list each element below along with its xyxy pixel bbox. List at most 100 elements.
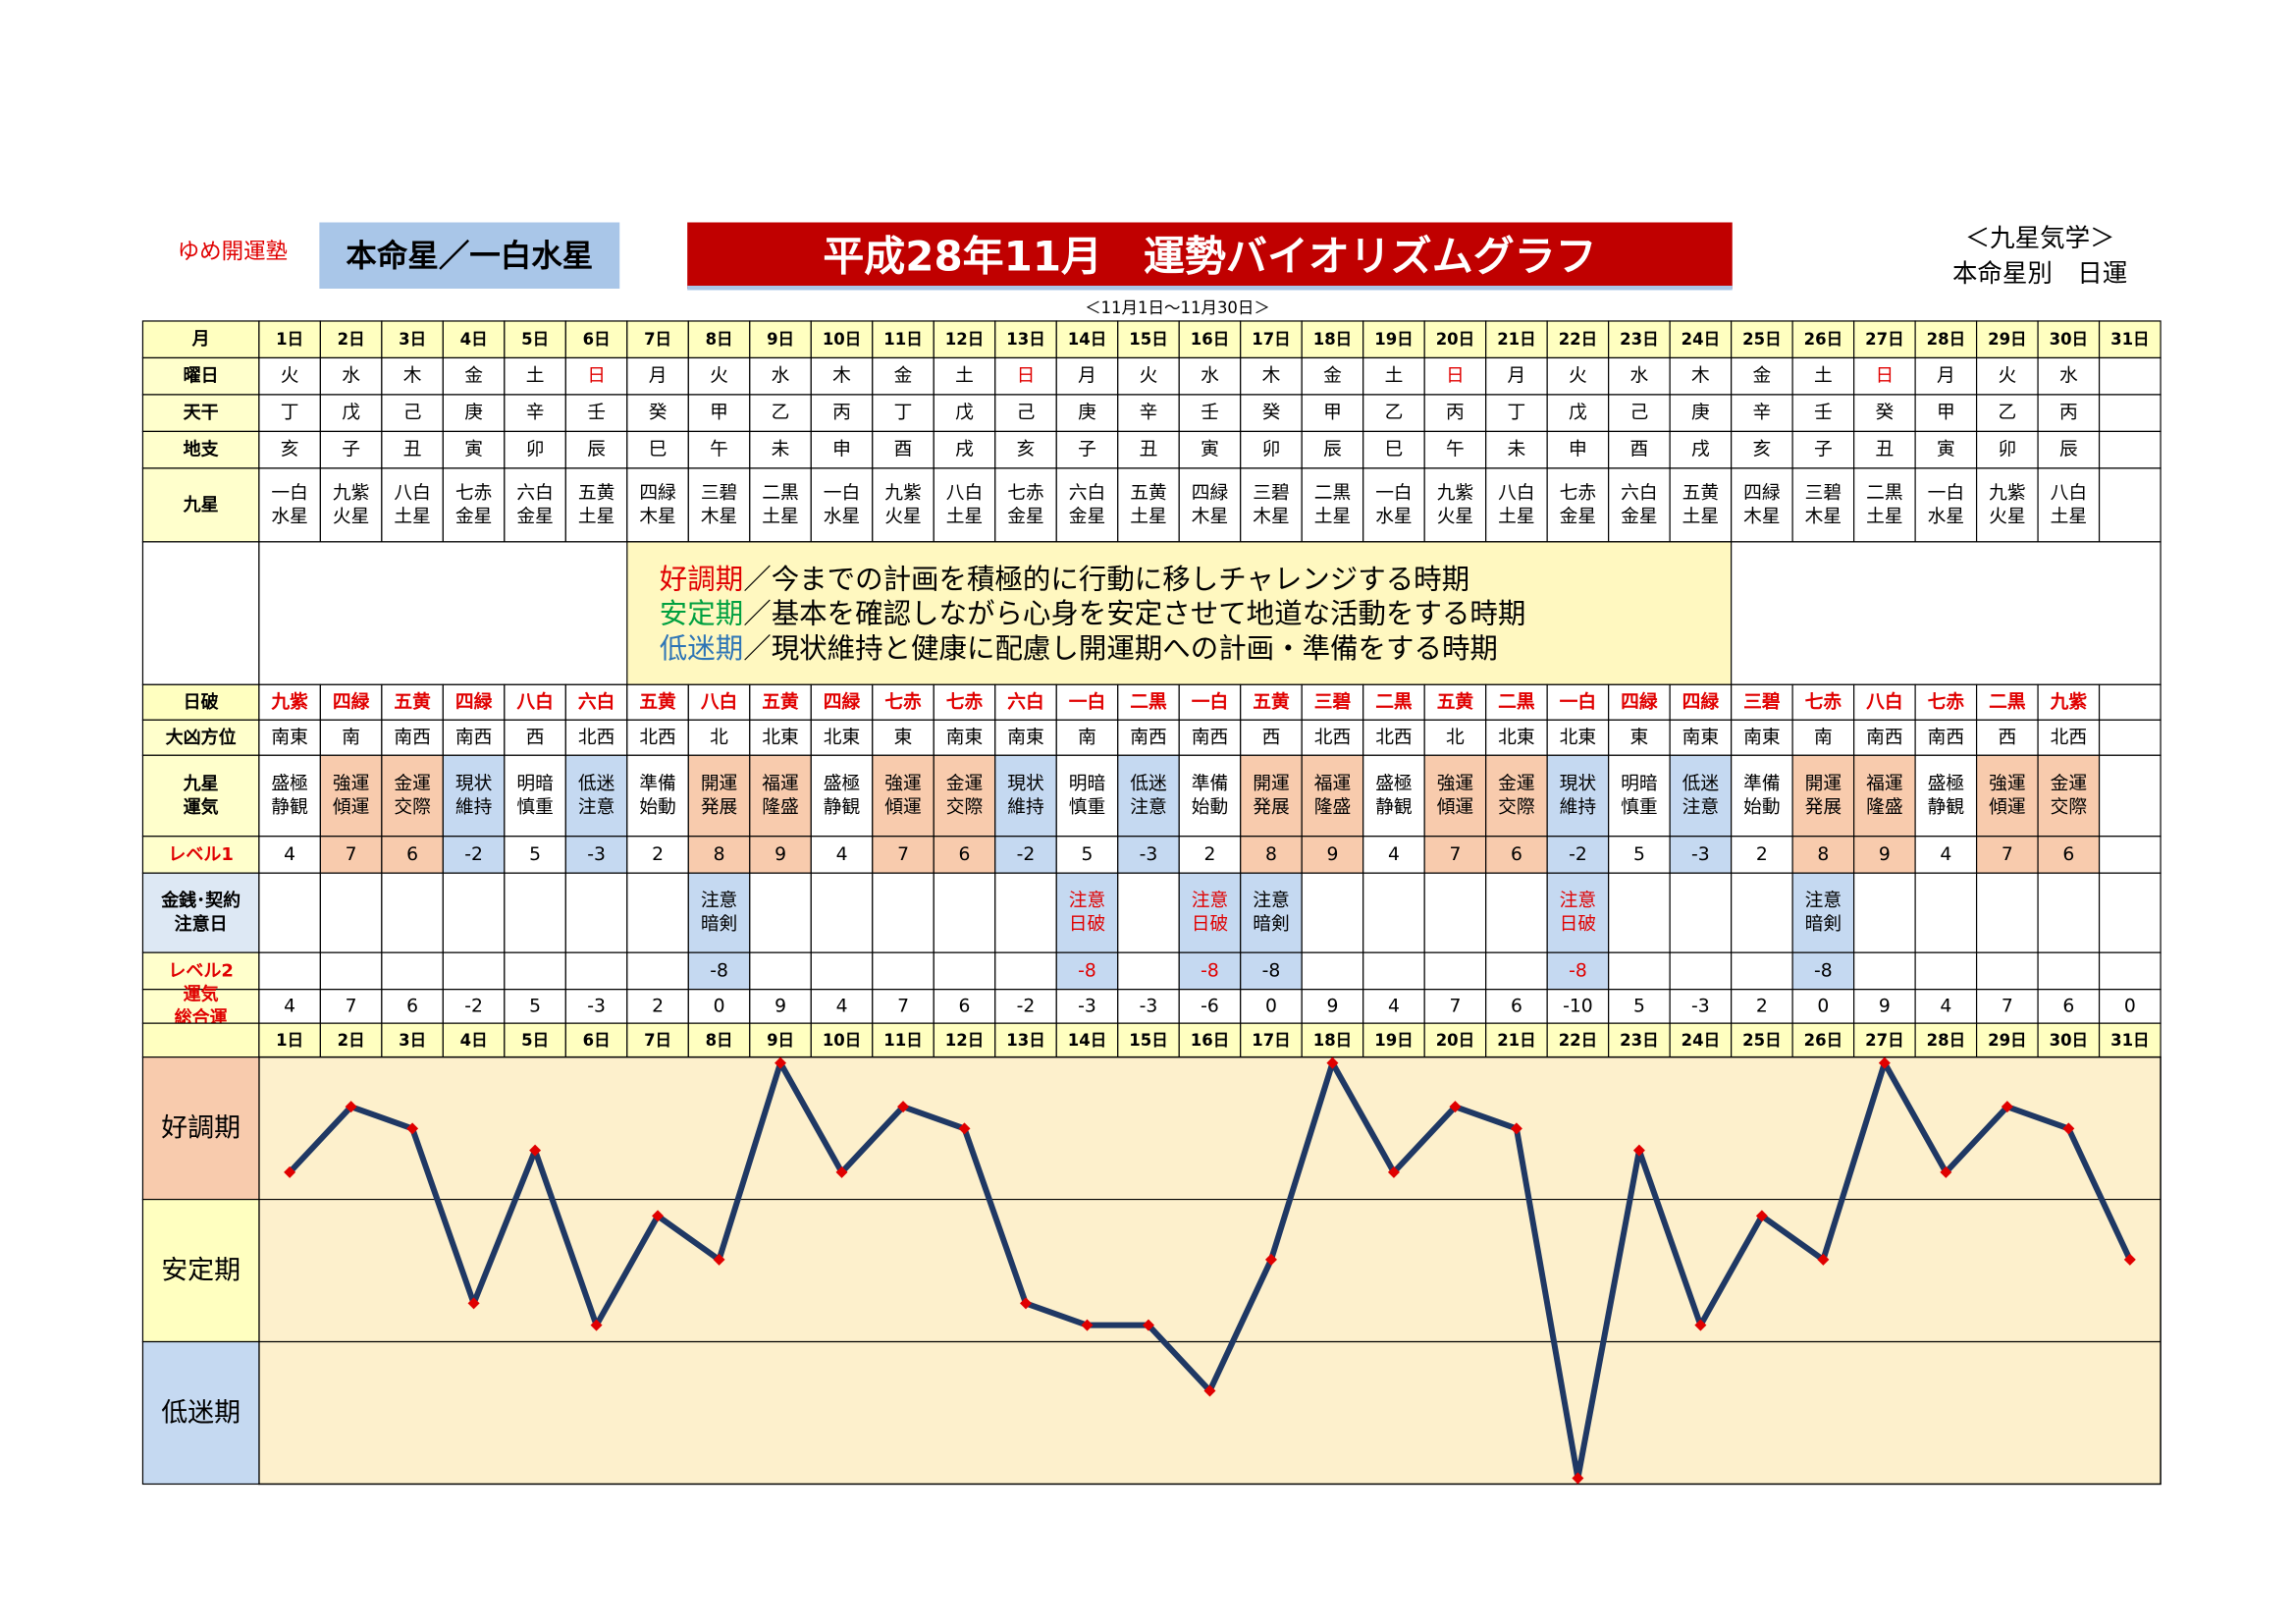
cell bbox=[1301, 836, 1364, 874]
cell bbox=[1608, 951, 1671, 991]
row-label: 日破 bbox=[184, 691, 219, 713]
cell bbox=[319, 989, 383, 1024]
fortune-cell: 金運 bbox=[2051, 774, 2088, 794]
stem-cell: 庚 bbox=[464, 403, 483, 423]
cell bbox=[1178, 836, 1242, 874]
day-label: 1日 bbox=[276, 330, 303, 349]
cell bbox=[1485, 872, 1548, 953]
star-cell: 八白 bbox=[946, 483, 983, 504]
cell bbox=[1117, 989, 1180, 1024]
fortune-cell: 開運 bbox=[1253, 774, 1290, 794]
level1-cell: 9 bbox=[1326, 844, 1338, 865]
stem-cell: 乙 bbox=[1998, 403, 2016, 423]
title-banner bbox=[687, 222, 1733, 289]
nippa-cell: 五黄 bbox=[639, 691, 676, 713]
cell bbox=[1731, 754, 1793, 838]
direction-cell: 北西 bbox=[578, 728, 614, 748]
star-cell: 土星 bbox=[1866, 507, 1902, 527]
cell bbox=[872, 683, 934, 721]
branch-cell: 未 bbox=[772, 440, 790, 460]
cell bbox=[1240, 683, 1303, 721]
stem-cell: 辛 bbox=[1753, 403, 1772, 423]
cell bbox=[810, 872, 874, 953]
star-cell: 木星 bbox=[701, 507, 737, 527]
cell bbox=[1731, 836, 1793, 874]
cell bbox=[872, 467, 934, 543]
cell bbox=[1055, 430, 1119, 469]
star-cell: 土星 bbox=[1130, 507, 1166, 527]
day-label: 2日 bbox=[338, 330, 365, 349]
day-label: 31日 bbox=[2110, 330, 2149, 349]
stem-cell: 丙 bbox=[832, 403, 851, 423]
cell bbox=[319, 872, 383, 953]
stem-cell: 乙 bbox=[1385, 403, 1404, 423]
total-cell: 2 bbox=[1756, 996, 1768, 1016]
cell bbox=[1914, 356, 1978, 396]
legend-text: ／基本を確認しながら心身を安定させて地道な活動をする時期 bbox=[743, 597, 1525, 629]
cell bbox=[258, 683, 321, 721]
level1-cell: 7 bbox=[2002, 844, 2013, 865]
chart-kind: 本命星別 日運 bbox=[1952, 259, 2127, 289]
cell bbox=[1240, 467, 1303, 543]
branch-cell: 午 bbox=[710, 440, 728, 460]
cell bbox=[1240, 951, 1303, 991]
level1-cell: 7 bbox=[897, 844, 909, 865]
weekday-cell: 日 bbox=[1875, 366, 1894, 387]
point bbox=[774, 1056, 787, 1069]
level1-cell: 8 bbox=[714, 844, 725, 865]
cell bbox=[1485, 430, 1548, 469]
cell bbox=[504, 467, 566, 543]
cell bbox=[381, 719, 444, 756]
cell bbox=[1546, 719, 1610, 756]
branch-cell: 丑 bbox=[1875, 440, 1894, 460]
cell bbox=[1669, 754, 1733, 838]
cell bbox=[1240, 754, 1303, 838]
cell bbox=[2098, 320, 2162, 359]
cell bbox=[1853, 951, 1916, 991]
star-cell: 五黄 bbox=[1130, 483, 1166, 504]
cell bbox=[626, 754, 689, 838]
day-label: 12日 bbox=[945, 1031, 984, 1050]
cell bbox=[810, 754, 874, 838]
caution-cell: 日破 bbox=[1560, 914, 1596, 935]
cell bbox=[626, 320, 689, 359]
cell bbox=[1423, 430, 1487, 469]
day-label: 11日 bbox=[883, 1031, 922, 1050]
level2-cell: -8 bbox=[710, 960, 728, 981]
cell bbox=[626, 1022, 689, 1058]
weekday-cell: 火 bbox=[1569, 366, 1587, 387]
cell bbox=[1791, 872, 1855, 953]
nippa-cell: 二黒 bbox=[1130, 692, 1167, 713]
row-label: 九星 bbox=[183, 495, 219, 515]
cell bbox=[141, 541, 260, 685]
cell bbox=[1791, 683, 1855, 721]
cell bbox=[1055, 872, 1119, 953]
system-name: ＜九星気学＞ bbox=[1965, 224, 2115, 253]
fortune-cell: 注意 bbox=[1130, 797, 1166, 818]
cell bbox=[1301, 356, 1364, 396]
level1-cell: 9 bbox=[774, 844, 786, 865]
star-cell: 火星 bbox=[333, 507, 369, 527]
cell bbox=[1423, 467, 1487, 543]
direction-cell: 南西 bbox=[455, 728, 492, 748]
cell bbox=[1117, 1022, 1180, 1058]
cell bbox=[504, 872, 566, 953]
stem-cell: 丁 bbox=[894, 403, 913, 423]
total-cell: 4 bbox=[284, 996, 295, 1016]
stem-cell: 壬 bbox=[587, 403, 606, 423]
day-label: 13日 bbox=[1006, 1031, 1044, 1050]
cell bbox=[1669, 467, 1733, 543]
level1-cell: 2 bbox=[1204, 844, 1216, 865]
cell bbox=[381, 1022, 444, 1058]
cell bbox=[1791, 467, 1855, 543]
cell bbox=[2037, 1022, 2101, 1058]
cell bbox=[994, 754, 1057, 838]
cell bbox=[872, 754, 934, 838]
fortune-cell: 盛極 bbox=[1375, 774, 1412, 794]
cell bbox=[381, 356, 444, 396]
fortune-cell: 静観 bbox=[1375, 797, 1413, 818]
stem-cell: 甲 bbox=[1937, 403, 1955, 423]
day-label: 17日 bbox=[1252, 1031, 1290, 1050]
point bbox=[1203, 1384, 1216, 1397]
